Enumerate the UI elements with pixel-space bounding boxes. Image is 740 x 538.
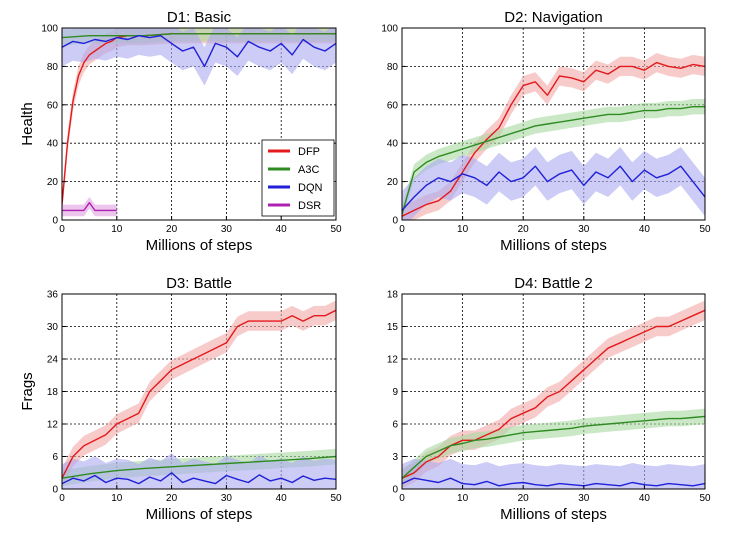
y-tick-label: 40 bbox=[387, 139, 399, 150]
x-tick-label: 40 bbox=[639, 224, 651, 235]
y-tick-label: 0 bbox=[392, 485, 398, 496]
y-tick-label: 12 bbox=[387, 355, 399, 366]
y-tick-label: 0 bbox=[52, 485, 58, 496]
chart-title: D3: Battle bbox=[166, 275, 232, 292]
x-tick-label: 20 bbox=[518, 224, 530, 235]
y-tick-label: 9 bbox=[392, 387, 398, 398]
x-tick-label: 0 bbox=[399, 493, 405, 504]
x-axis-label: Millions of steps bbox=[500, 237, 607, 254]
x-tick-label: 0 bbox=[59, 224, 65, 235]
y-axis-label: Frags bbox=[19, 372, 36, 410]
x-tick-label: 30 bbox=[221, 493, 233, 504]
series-line-dqn bbox=[402, 165, 705, 211]
series-line-a3c bbox=[402, 105, 705, 215]
y-tick-label: 80 bbox=[47, 62, 59, 73]
y-tick-label: 36 bbox=[47, 290, 59, 301]
series-line-dsr bbox=[62, 201, 117, 212]
y-tick-label: 60 bbox=[387, 100, 399, 111]
y-tick-label: 6 bbox=[52, 452, 58, 463]
series-line-dfp bbox=[62, 309, 336, 479]
chart-title: D4: Battle 2 bbox=[514, 275, 592, 292]
x-tick-label: 10 bbox=[111, 493, 123, 504]
y-tick-label: 18 bbox=[387, 290, 399, 301]
x-tick-label: 20 bbox=[518, 493, 530, 504]
legend-box bbox=[261, 139, 335, 217]
plot-series bbox=[402, 53, 705, 220]
x-tick-label: 10 bbox=[457, 224, 469, 235]
band-dfp bbox=[62, 300, 336, 488]
y-tick-label: 40 bbox=[47, 139, 59, 150]
legend-label: A3C bbox=[298, 164, 319, 176]
y-tick-label: 18 bbox=[47, 387, 59, 398]
y-tick-label: 80 bbox=[387, 62, 399, 73]
panel-1: 0 10 20 30 40 50 0 20 40 60 80 100 D1: Basic Millions… bbox=[19, 9, 342, 254]
legend-label: DQN bbox=[298, 182, 323, 194]
x-tick-label: 40 bbox=[276, 224, 288, 235]
series-line-a3c bbox=[62, 33, 336, 39]
band-dqn bbox=[402, 458, 705, 489]
x-tick-label: 10 bbox=[111, 224, 123, 235]
band-dqn bbox=[402, 147, 705, 220]
series-line-a3c bbox=[402, 415, 705, 479]
y-tick-label: 60 bbox=[47, 100, 59, 111]
x-tick-label: 40 bbox=[276, 493, 288, 504]
y-tick-label: 0 bbox=[392, 216, 398, 227]
x-tick-label: 50 bbox=[330, 224, 342, 235]
legend-label: DSR bbox=[298, 200, 321, 212]
x-axis-label: Millions of steps bbox=[146, 506, 253, 523]
y-tick-label: 15 bbox=[387, 322, 399, 333]
y-tick-label: 0 bbox=[52, 216, 58, 227]
x-tick-label: 50 bbox=[330, 493, 342, 504]
x-tick-label: 40 bbox=[639, 493, 651, 504]
x-tick-label: 0 bbox=[399, 224, 405, 235]
legend: DFP A3C DQN DSR bbox=[261, 139, 335, 217]
legend-label: DFP bbox=[298, 146, 320, 158]
x-tick-label: 10 bbox=[457, 493, 469, 504]
series-line-dfp bbox=[402, 61, 705, 217]
band-a3c bbox=[402, 408, 705, 486]
band-dsr bbox=[62, 197, 117, 217]
x-tick-label: 30 bbox=[578, 224, 590, 235]
y-axis-label: Health bbox=[19, 102, 36, 145]
y-tick-label: 3 bbox=[392, 452, 398, 463]
plot-series bbox=[62, 28, 336, 217]
x-tick-label: 50 bbox=[699, 224, 711, 235]
series-line-dqn bbox=[62, 35, 336, 68]
series-line-dqn bbox=[402, 477, 705, 487]
panel-2: 0 10 20 30 40 50 0 20 40 60 80 100 D2: Navigation Mil… bbox=[381, 9, 711, 254]
chart-title: D2: Navigation bbox=[504, 9, 602, 26]
y-tick-label: 6 bbox=[392, 420, 398, 431]
series-line-dqn bbox=[62, 472, 336, 485]
y-tick-label: 20 bbox=[387, 177, 399, 188]
plot-frame bbox=[401, 27, 706, 221]
x-tick-label: 20 bbox=[166, 493, 178, 504]
x-tick-label: 30 bbox=[221, 224, 233, 235]
x-axis-label: Millions of steps bbox=[146, 237, 253, 254]
panel-4: 0 10 20 30 40 50 0 3 6 9 12 15 18 D4: Battle 2 Million… bbox=[387, 275, 711, 523]
series-line-a3c bbox=[62, 455, 336, 479]
panel-3: 0 10 20 30 40 50 0 6 12 18 24 30 36 D3: Battle Million… bbox=[19, 275, 342, 523]
y-tick-label: 12 bbox=[47, 420, 59, 431]
x-tick-label: 30 bbox=[578, 493, 590, 504]
y-tick-label: 20 bbox=[47, 177, 59, 188]
plot-series bbox=[402, 300, 705, 489]
y-tick-label: 30 bbox=[47, 322, 59, 333]
plot-frame bbox=[61, 27, 337, 221]
x-tick-label: 0 bbox=[59, 493, 65, 504]
chart-title: D1: Basic bbox=[167, 9, 232, 26]
plot-series bbox=[62, 300, 336, 489]
x-axis-label: Millions of steps bbox=[500, 506, 607, 523]
y-tick-label: 24 bbox=[47, 355, 59, 366]
y-tick-label: 100 bbox=[41, 24, 58, 35]
x-tick-label: 20 bbox=[166, 224, 178, 235]
y-tick-label: 100 bbox=[381, 24, 398, 35]
x-tick-label: 50 bbox=[699, 493, 711, 504]
